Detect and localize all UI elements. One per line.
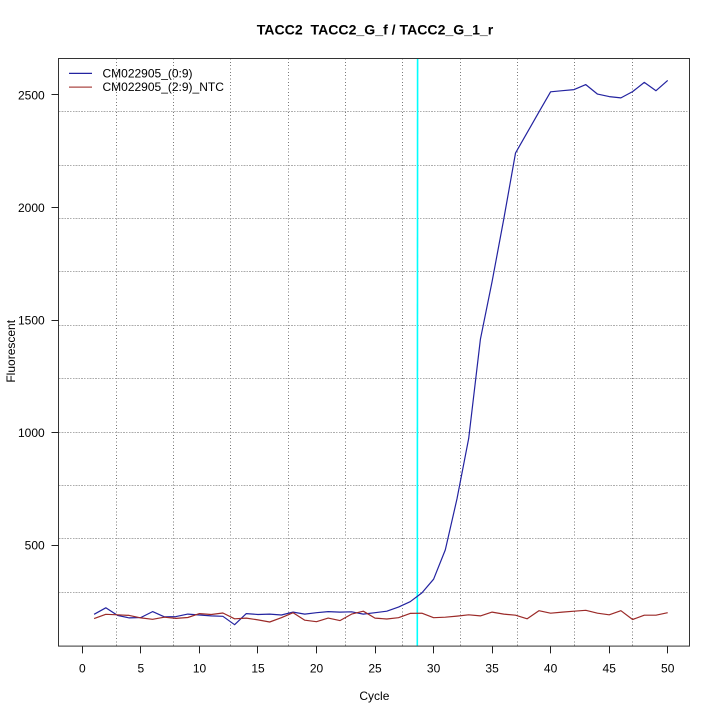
svg-text:30: 30 [427,662,441,676]
svg-text:TACC2 TACC2_G_f / TACC2_G_1_r: TACC2 TACC2_G_f / TACC2_G_1_r [257,22,494,38]
svg-text:5: 5 [138,662,145,676]
svg-text:45: 45 [603,662,617,676]
svg-text:2500: 2500 [18,88,45,102]
svg-text:0: 0 [79,662,86,676]
svg-text:35: 35 [485,662,499,676]
svg-text:1500: 1500 [18,314,45,328]
svg-text:2000: 2000 [18,201,45,215]
svg-text:Cycle: Cycle [359,689,389,703]
svg-text:15: 15 [251,662,265,676]
svg-text:CM022905_(0:9): CM022905_(0:9) [103,67,193,81]
svg-text:Fluorescent: Fluorescent [4,319,18,382]
svg-text:500: 500 [25,539,45,553]
svg-text:50: 50 [661,662,675,676]
svg-text:1000: 1000 [18,426,45,440]
svg-text:25: 25 [368,662,382,676]
svg-text:40: 40 [544,662,558,676]
svg-text:20: 20 [310,662,324,676]
svg-text:CM022905_(2:9)_NTC: CM022905_(2:9)_NTC [103,80,225,94]
svg-text:10: 10 [193,662,207,676]
